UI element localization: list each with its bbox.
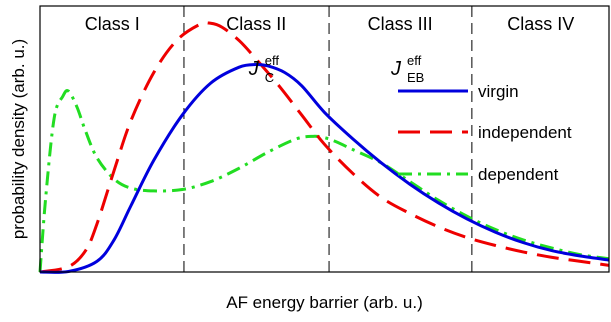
series-line-virgin bbox=[39, 62, 610, 274]
plot-frame bbox=[39, 5, 610, 273]
x-axis-label: AF energy barrier (arb. u.) bbox=[226, 293, 423, 312]
y-axis-label: probability density (arb. u.) bbox=[9, 39, 28, 239]
annotation-superscript: eff bbox=[407, 53, 422, 68]
class-label-2: Class II bbox=[226, 14, 286, 34]
class-labels: Class I Class II Class III Class IV bbox=[85, 14, 574, 34]
legend: virgin independent dependent bbox=[398, 82, 572, 184]
class-label-3: Class III bbox=[368, 14, 433, 34]
annotation-superscript: eff bbox=[265, 53, 280, 68]
series-line-dependent bbox=[38, 89, 610, 273]
annotation-subscript: C bbox=[265, 70, 274, 85]
legend-item-independent: independent bbox=[398, 123, 572, 142]
legend-item-virgin: virgin bbox=[398, 82, 519, 101]
legend-item-dependent: dependent bbox=[398, 165, 559, 184]
annotation-symbol: J bbox=[390, 58, 402, 80]
class-label-1: Class I bbox=[85, 14, 140, 34]
legend-label-independent: independent bbox=[478, 123, 572, 142]
legend-label-virgin: virgin bbox=[478, 82, 519, 101]
annotation-subscript: EB bbox=[407, 70, 424, 85]
annotation-symbol: J bbox=[248, 58, 260, 80]
class-boundaries bbox=[183, 6, 473, 272]
series-line-independent bbox=[39, 21, 610, 274]
legend-label-dependent: dependent bbox=[478, 165, 559, 184]
class-label-4: Class IV bbox=[507, 14, 574, 34]
series-layer bbox=[38, 21, 610, 274]
